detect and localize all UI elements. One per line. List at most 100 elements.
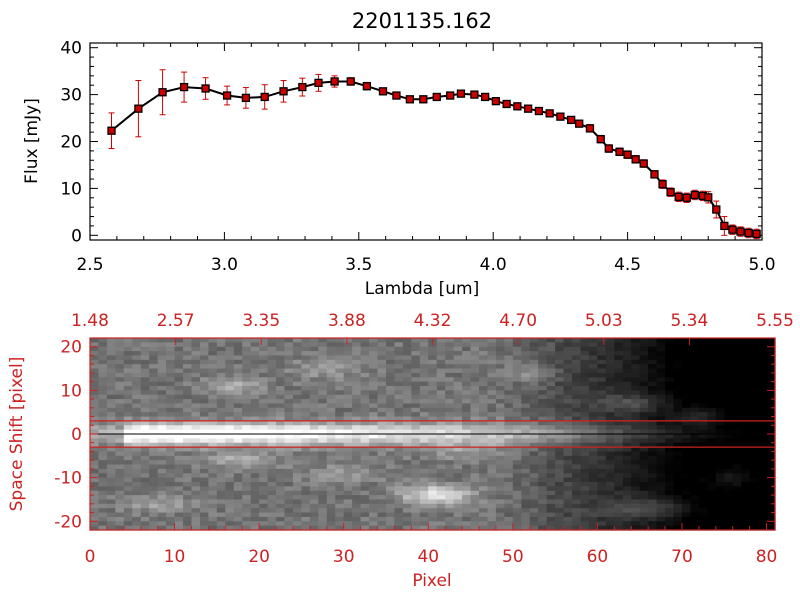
heatmap-cell <box>555 438 565 444</box>
heatmap-cell <box>766 473 776 479</box>
heatmap-cell <box>216 482 226 487</box>
heatmap-cell <box>766 403 776 409</box>
heatmap-cell <box>495 355 505 361</box>
heatmap-cell <box>605 416 615 422</box>
heatmap-cell <box>690 503 700 509</box>
heatmap-cell <box>470 503 480 509</box>
chart-title: 2201135.162 <box>352 9 492 33</box>
heatmap-cell <box>512 477 522 483</box>
heatmap-cell <box>132 364 142 370</box>
heatmap-cell <box>580 442 590 448</box>
heatmap-cell <box>216 425 226 431</box>
heatmap-cell <box>183 521 193 527</box>
heatmap-cell <box>572 390 582 396</box>
heatmap-cell <box>605 351 615 357</box>
heatmap-cell <box>512 442 522 448</box>
heatmap-cell <box>394 460 404 466</box>
heatmap-cell <box>614 420 624 426</box>
heatmap-cell <box>462 425 472 431</box>
heatmap-cell <box>402 447 412 453</box>
heatmap-cell <box>597 412 607 418</box>
heatmap-cell <box>123 394 133 400</box>
heatmap-cell <box>183 429 193 435</box>
heatmap-cell <box>639 468 649 474</box>
heatmap-cell <box>572 342 582 348</box>
heatmap-cell <box>98 460 108 466</box>
heatmap-cell <box>90 512 100 518</box>
heatmap-cell <box>512 351 522 357</box>
heatmap-cell <box>690 351 700 357</box>
heatmap-cell <box>656 377 666 383</box>
heatmap-cell <box>318 429 328 435</box>
heatmap-cell <box>605 342 615 348</box>
heatmap-cell <box>326 412 336 418</box>
heatmap-cell <box>216 338 226 343</box>
heatmap-cell <box>715 495 725 501</box>
heatmap-cell <box>369 512 379 518</box>
heatmap-cell <box>216 399 226 405</box>
heatmap-cell <box>149 425 159 431</box>
heatmap-cell <box>335 477 345 483</box>
heatmap-cell <box>394 359 404 365</box>
heatmap-cell <box>301 525 311 531</box>
heatmap-cell <box>106 372 116 378</box>
heatmap-cell <box>402 516 412 522</box>
heatmap-cell <box>445 495 455 501</box>
heatmap-cell <box>225 464 235 470</box>
heatmap-cell <box>521 482 531 487</box>
image-x-tick-label: 60 <box>587 547 609 567</box>
heatmap-cell <box>157 503 167 509</box>
heatmap-cell <box>470 464 480 470</box>
heatmap-cell <box>479 521 489 527</box>
heatmap-cell <box>369 368 379 374</box>
heatmap-cell <box>639 482 649 487</box>
heatmap-cell <box>665 503 675 509</box>
heatmap-cell <box>318 499 328 505</box>
heatmap-cell <box>174 420 184 426</box>
heatmap-cell <box>250 386 260 391</box>
heatmap-cell <box>301 390 311 396</box>
heatmap-cell <box>479 486 489 492</box>
heatmap-cell <box>436 338 446 343</box>
heatmap-cell <box>580 503 590 509</box>
heatmap-cell <box>724 359 734 365</box>
heatmap-cell <box>157 351 167 357</box>
heatmap-cell <box>724 386 734 391</box>
heatmap-cell <box>521 351 531 357</box>
heatmap-cell <box>487 420 497 426</box>
heatmap-cell <box>538 394 548 400</box>
image-top-tick-label: 5.03 <box>585 311 623 331</box>
heatmap-cell <box>123 499 133 505</box>
heatmap-cell <box>140 512 150 518</box>
heatmap-cell <box>174 495 184 501</box>
heatmap-cell <box>140 342 150 348</box>
heatmap-cell <box>529 342 539 348</box>
heatmap-cell <box>259 342 269 348</box>
heatmap-cell <box>597 447 607 453</box>
heatmap-cell <box>766 377 776 383</box>
heatmap-cell <box>335 482 345 487</box>
heatmap-cell <box>428 403 438 409</box>
heatmap-cell <box>673 377 683 383</box>
heatmap-cell <box>504 525 514 531</box>
heatmap-cell <box>665 420 675 426</box>
heatmap-cell <box>690 338 700 343</box>
heatmap-cell <box>166 486 176 492</box>
heatmap-cell <box>555 482 565 487</box>
heatmap-cell <box>766 372 776 378</box>
heatmap-cell <box>242 486 252 492</box>
heatmap-cell <box>428 351 438 357</box>
heatmap-cell <box>521 377 531 383</box>
heatmap-cell <box>174 364 184 370</box>
heatmap-cell <box>614 486 624 492</box>
heatmap-cell <box>521 416 531 422</box>
heatmap-cell <box>698 381 708 387</box>
heatmap-cell <box>377 416 387 422</box>
heatmap-cell <box>326 468 336 474</box>
heatmap-cell <box>276 364 286 370</box>
heatmap-cell <box>301 460 311 466</box>
heatmap-cell <box>614 516 624 522</box>
heatmap-cell <box>301 346 311 352</box>
heatmap-cell <box>563 464 573 470</box>
